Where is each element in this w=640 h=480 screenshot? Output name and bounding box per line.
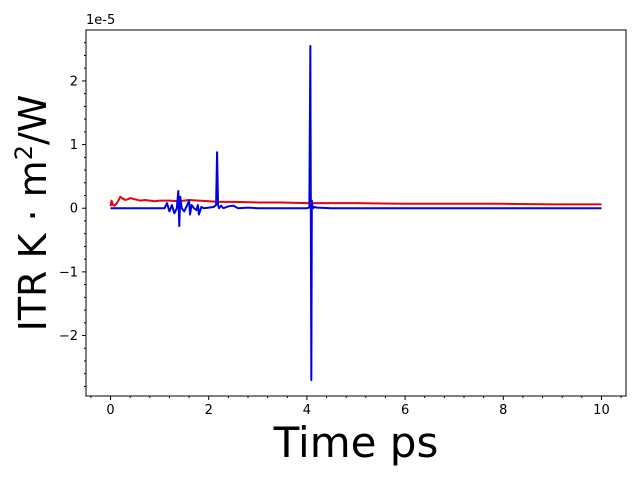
y-tick-label: 2 [70,74,78,89]
y-axis-offset-label: 1e-5 [86,13,115,28]
x-axis-title: Time ps [273,418,439,467]
y-tick-label: 1 [70,138,78,153]
x-tick-label: 4 [303,403,311,418]
x-tick-label: 10 [593,403,610,418]
x-tick-label: 6 [401,403,409,418]
y-tick-label: 0 [70,202,78,217]
x-tick-label: 0 [106,403,114,418]
y-axis-title-tail: /W [11,95,55,145]
series-layer [109,44,602,382]
tick-layer: 0 2 4 6 8 10 −2 −1 0 1 2 [59,42,622,418]
x-tick-label: 2 [205,403,213,418]
series-line-2 [110,44,602,382]
y-axis-title-main: ITR K · m [11,160,55,331]
x-tick-label: 8 [499,403,507,418]
y-axis-title: ITR K · m2/W [10,95,55,332]
y-tick-label: −2 [59,329,78,344]
y-tick-label: −1 [59,265,78,280]
series-line-1 [109,195,602,207]
y-axis-title-superscript: 2 [10,145,38,160]
plot-area-frame [85,29,627,397]
